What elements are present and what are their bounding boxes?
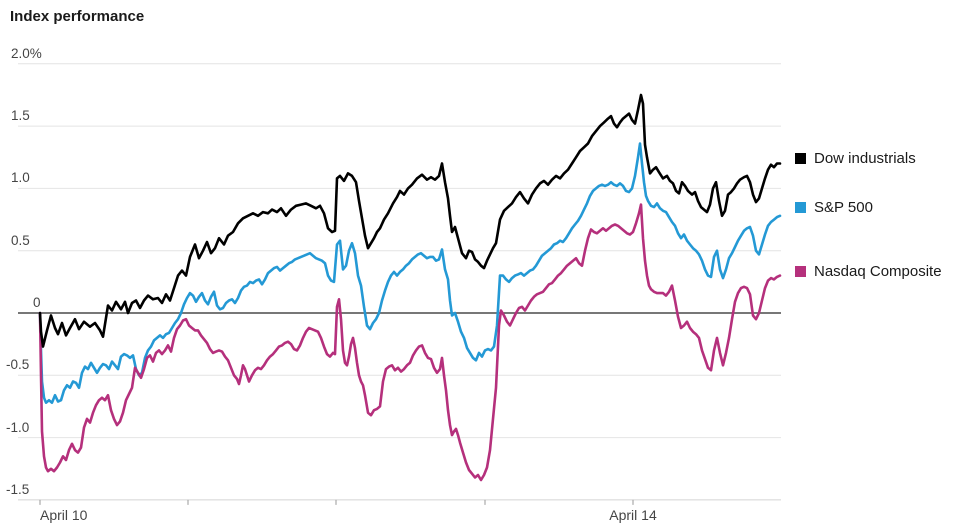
series-line-nasdaq-composite — [38, 203, 782, 482]
legend-item-nasdaq-composite: Nasdaq Composite — [795, 263, 942, 280]
y-axis-label: 2.0% — [11, 45, 42, 61]
legend-item-s-p-500: S&P 500 — [795, 199, 873, 216]
chart-title: Index performance — [10, 8, 145, 25]
y-axis-label: -1.5 — [6, 481, 30, 497]
y-axis-label: -0.5 — [6, 357, 30, 373]
y-axis-label: 0.5 — [11, 232, 30, 248]
series-line-dow-industrials — [38, 93, 782, 348]
legend-swatch-icon — [795, 153, 806, 164]
legend-label: Nasdaq Composite — [814, 263, 942, 280]
legend-swatch-icon — [795, 202, 806, 213]
legend-label: Dow industrials — [814, 150, 916, 167]
y-axis-label: -1.0 — [6, 419, 30, 435]
y-axis-label: 1.5 — [11, 108, 30, 124]
series-line-s-p-500 — [38, 142, 782, 404]
legend-swatch-icon — [795, 266, 806, 277]
x-axis-label: April 14 — [609, 507, 657, 523]
y-axis-label: 1.0 — [11, 170, 30, 186]
legend-label: S&P 500 — [814, 199, 873, 216]
x-axis-label: April 10 — [40, 507, 88, 523]
legend-item-dow-industrials: Dow industrials — [795, 150, 916, 167]
y-axis-label: 0 — [33, 295, 41, 310]
